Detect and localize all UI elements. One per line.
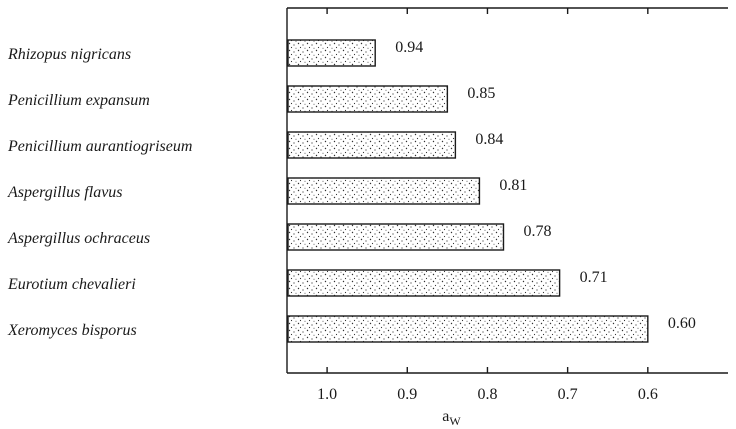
category-label: Rhizopus nigricans xyxy=(7,46,131,63)
category-label: Penicillium aurantiogriseum xyxy=(7,138,192,155)
bar xyxy=(287,315,649,343)
value-label: 0.85 xyxy=(467,85,495,102)
value-label: 0.81 xyxy=(499,177,527,194)
x-tick-label: 0.7 xyxy=(558,386,578,403)
bar xyxy=(287,177,481,205)
x-axis-title-subscript: W xyxy=(449,414,461,428)
bar xyxy=(287,223,505,251)
category-label: Eurotium chevalieri xyxy=(7,276,136,293)
value-label: 0.71 xyxy=(580,269,608,286)
x-axis-title-main: a xyxy=(442,408,449,425)
bar xyxy=(287,269,561,297)
bars-group: Rhizopus nigricans 0.94 Penicillium expans… xyxy=(7,39,696,343)
value-label: 0.60 xyxy=(668,315,696,332)
bar xyxy=(287,39,376,67)
x-tick-label: 0.9 xyxy=(397,386,417,403)
x-axis-ticks: 1.0 0.9 0.8 0.7 0.6 xyxy=(317,8,658,403)
x-tick-label: 1.0 xyxy=(317,386,337,403)
value-label: 0.78 xyxy=(523,223,551,240)
x-tick-label: 0.6 xyxy=(638,386,658,403)
category-label: Xeromyces bisporus xyxy=(7,322,137,339)
x-axis-title: aW xyxy=(442,408,461,428)
category-label: Penicillium expansum xyxy=(7,92,150,109)
value-label: 0.94 xyxy=(395,39,423,56)
value-label: 0.84 xyxy=(475,131,503,148)
category-label: Aspergillus ochraceus xyxy=(7,230,150,247)
bar xyxy=(287,85,449,113)
bar xyxy=(287,131,457,159)
category-label: Aspergillus flavus xyxy=(7,184,123,201)
plot-frame xyxy=(286,7,728,374)
x-tick-label: 0.8 xyxy=(477,386,497,403)
